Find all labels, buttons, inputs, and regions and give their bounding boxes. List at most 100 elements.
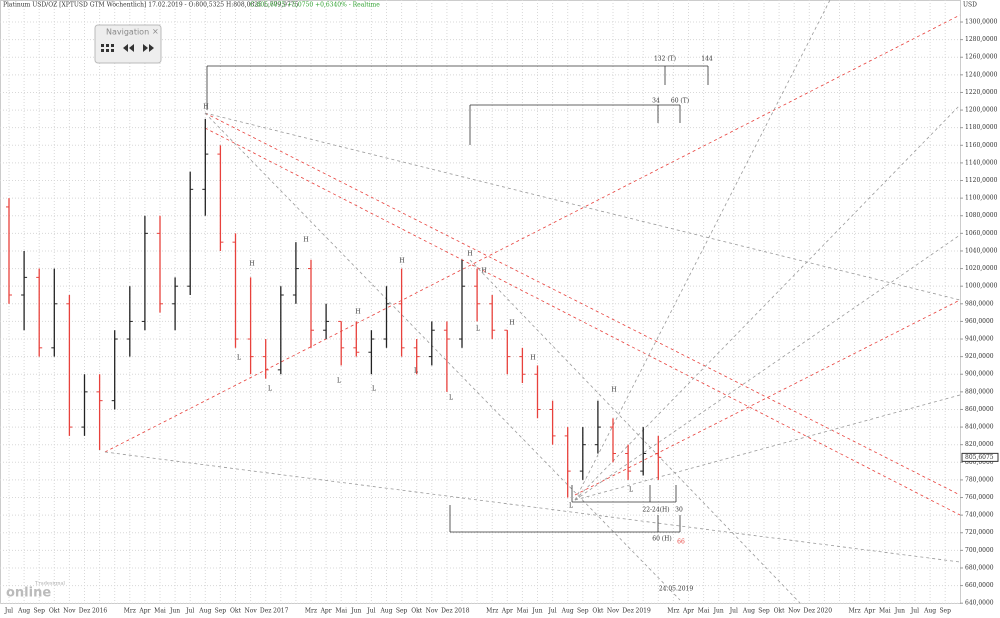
- pivot-label: L: [268, 386, 272, 393]
- y-tick-label: 1160,0000: [965, 142, 998, 149]
- y-tick-label: 1200,0000: [965, 107, 998, 114]
- forward-button[interactable]: [143, 44, 154, 52]
- x-tick-label: Okt: [592, 608, 604, 615]
- pivot-label: L: [629, 487, 633, 494]
- x-tick-label: Dez: [79, 608, 91, 615]
- y-tick-label: 640,0000: [965, 600, 994, 607]
- trendline: [469, 259, 801, 604]
- y-tick-label: 720,0000: [965, 529, 994, 536]
- trendline: [204, 112, 961, 301]
- pivot-label: H: [530, 355, 535, 362]
- pivot-label: L: [372, 386, 376, 393]
- pivot-label: L: [337, 378, 341, 385]
- y-tick-label: 960,0000: [965, 318, 994, 325]
- x-tick-label: Jun: [169, 608, 180, 615]
- x-tick-label: Mai: [335, 608, 347, 615]
- x-tick-label: Apr: [138, 608, 150, 615]
- pivot-label: L: [569, 503, 573, 510]
- last-price-box: [961, 452, 999, 462]
- x-tick-label: Jun: [894, 608, 905, 615]
- y-tick-label: 820,0000: [965, 441, 994, 448]
- x-tick-label: 2019: [636, 608, 651, 615]
- pivot-label: L: [237, 355, 241, 362]
- logo: online: [6, 586, 51, 601]
- pivot-label: L: [476, 326, 480, 333]
- x-tick-label: Aug: [379, 608, 392, 615]
- x-tick-label: Aug: [742, 608, 755, 615]
- trendline: [574, 104, 961, 501]
- annotations: 132 (T) 144 34 60 (T) 22-24(H) 30 60 (H) 66 24.0…: [203, 56, 713, 593]
- x-tick-label: Okt: [230, 608, 242, 615]
- x-tick-label: Aug: [198, 608, 211, 615]
- x-tick-label: 2018: [454, 608, 469, 615]
- x-tick-label: Mai: [698, 608, 710, 615]
- pivot-label: H: [203, 104, 208, 111]
- navigation-title: Navigation: [106, 28, 149, 37]
- x-tick-label: Jul: [547, 608, 556, 615]
- y-tick-label: 1100,0000: [965, 195, 998, 202]
- x-tick-label: Mai: [154, 608, 166, 615]
- x-tick-label: Jul: [4, 608, 13, 615]
- pivot-label: H: [355, 309, 360, 316]
- x-tick-label: Sep: [758, 608, 770, 615]
- x-tick-label: Apr: [501, 608, 513, 615]
- y-tick-label: 1220,0000: [965, 89, 998, 96]
- x-tick-label: Okt: [49, 608, 61, 615]
- x-tick-label: Mrz: [667, 608, 679, 615]
- x-tick-label: Jul: [729, 608, 738, 615]
- y-tick-label: 800,0000: [965, 459, 994, 466]
- close-icon[interactable]: ×: [152, 27, 159, 36]
- y-tick-label: 1040,0000: [965, 247, 998, 254]
- annotation: 24.05.2019: [659, 586, 694, 593]
- navigation-panel[interactable]: Navigation ×: [94, 24, 162, 64]
- pivot-label: H: [399, 258, 404, 265]
- menu-icon[interactable]: [101, 44, 114, 52]
- annotation: 34: [652, 98, 660, 105]
- x-tick-label: Mai: [517, 608, 529, 615]
- y-tick-label: 940,0000: [965, 336, 994, 343]
- x-tick-label: Nov: [788, 608, 801, 615]
- x-tick-label: Sep: [939, 608, 951, 615]
- trendline: [104, 14, 961, 453]
- x-tick-label: Dez: [441, 608, 453, 615]
- y-tick-label: 660,0000: [965, 582, 994, 589]
- pivot-label: H: [611, 387, 616, 394]
- y-tick-label: 860,0000: [965, 406, 994, 413]
- y-tick-label: 760,0000: [965, 494, 994, 501]
- x-tick-label: Mrz: [486, 608, 498, 615]
- logo-small: Tradesignal: [35, 581, 65, 587]
- x-tick-label: Apr: [863, 608, 875, 615]
- y-tick-label: 1280,0000: [965, 36, 998, 43]
- chart-title-change: C:805,6075 +5,0750 +0,6340% - Realtime: [250, 2, 380, 9]
- x-tick-label: Jun: [531, 608, 542, 615]
- annotation: 22-24(H): [642, 507, 669, 514]
- pivot-label: H: [509, 320, 514, 327]
- y-tick-label: 880,0000: [965, 388, 994, 395]
- y-tick-label: 780,0000: [965, 476, 994, 483]
- x-tick-label: Nov: [63, 608, 76, 615]
- x-tick-label: Mrz: [124, 608, 136, 615]
- trendlines: [104, 0, 961, 604]
- x-tick-label: Sep: [33, 608, 45, 615]
- bracket: [469, 104, 681, 145]
- y-tick-label: 980,0000: [965, 300, 994, 307]
- x-tick-label: Nov: [244, 608, 257, 615]
- y-tick-label: 1260,0000: [965, 54, 998, 61]
- y-tick-label: 840,0000: [965, 424, 994, 431]
- x-tick-label: Apr: [320, 608, 332, 615]
- trendline: [104, 451, 961, 563]
- y-tick-label: 700,0000: [965, 547, 994, 554]
- x-tick-label: Nov: [607, 608, 620, 615]
- annotation: 66: [677, 539, 685, 546]
- x-tick-label: 2017: [273, 608, 288, 615]
- bracket: [449, 505, 681, 533]
- x-tick-label: Okt: [774, 608, 786, 615]
- y-tick-label: 1080,0000: [965, 212, 998, 219]
- pivot-label: H: [303, 237, 308, 244]
- y-tick-label: 1140,0000: [965, 159, 998, 166]
- annotation: 60 (H): [652, 536, 671, 543]
- back-button[interactable]: [123, 44, 134, 52]
- trendline: [574, 234, 961, 501]
- y-tick-label: 1120,0000: [965, 177, 998, 184]
